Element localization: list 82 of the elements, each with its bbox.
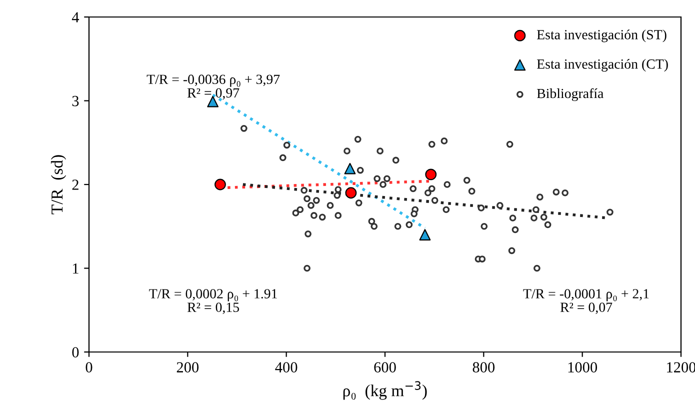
- x-tick-label: 600: [374, 362, 396, 372]
- point: [428, 185, 436, 192]
- legend-label: Esta investigación (CT): [536, 58, 668, 72]
- annotation: T/R = -0,0001 ρ₀ + 2,1 R² = 0,07: [523, 289, 649, 314]
- annotation: T/R = -0,0036 ρ₀ + 3,97 R² = 0,97: [146, 74, 280, 100]
- point: [496, 202, 504, 209]
- point: [419, 229, 431, 240]
- point: [296, 206, 304, 214]
- point: [240, 124, 248, 132]
- point: [536, 194, 544, 200]
- point: [374, 175, 381, 182]
- point: [345, 187, 357, 199]
- point: [424, 189, 432, 196]
- legend-label: Bibliografía: [536, 88, 604, 102]
- legend-label: Esta investigación (ST): [536, 30, 666, 42]
- point: [552, 188, 560, 196]
- point: [478, 256, 486, 262]
- x-tick-label: 0: [86, 362, 92, 372]
- point: [440, 138, 448, 144]
- point: [428, 140, 436, 148]
- point: [334, 212, 342, 219]
- point: [392, 156, 400, 164]
- x-tick-label: 200: [176, 362, 199, 372]
- point: [384, 175, 390, 182]
- point: [355, 199, 362, 206]
- point: [468, 188, 476, 195]
- point: [344, 148, 350, 154]
- point: [344, 162, 356, 174]
- point: [304, 195, 310, 202]
- point: [310, 212, 318, 219]
- annotation: T/R = 0,0002 ρ₀ + 1.91 R² = 0,15: [149, 289, 277, 314]
- point: [354, 136, 362, 143]
- point: [394, 222, 402, 230]
- point: [606, 208, 614, 216]
- point: [534, 264, 540, 272]
- point: [480, 222, 488, 230]
- point: [442, 206, 450, 214]
- point: [463, 176, 470, 184]
- x-tick-label: 800: [472, 362, 495, 372]
- y-tick-label: 1: [72, 263, 78, 274]
- point: [380, 181, 386, 188]
- x-axis-title: ρ₀ (kg m$^{−3}$): [343, 381, 427, 400]
- point: [376, 148, 384, 154]
- y-tick-label: 3: [72, 96, 79, 106]
- y-tick-label: 0: [72, 347, 79, 358]
- point: [356, 166, 364, 174]
- point: [214, 178, 226, 190]
- point: [406, 221, 413, 228]
- point: [279, 154, 286, 162]
- point: [562, 189, 568, 196]
- point: [368, 218, 376, 225]
- y-axis-title: T/R (sd): [50, 155, 66, 214]
- point: [478, 204, 485, 212]
- point: [304, 230, 312, 238]
- point: [292, 210, 300, 216]
- point: [326, 202, 334, 209]
- point: [410, 210, 418, 218]
- point: [544, 221, 552, 228]
- point: [540, 214, 548, 221]
- point: [508, 247, 516, 254]
- point: [512, 226, 519, 234]
- point: [318, 214, 326, 221]
- x-tick-label: 1000: [568, 362, 598, 372]
- point: [334, 186, 342, 193]
- point: [304, 264, 310, 272]
- point: [283, 142, 290, 149]
- y-tick-label: 2: [72, 180, 78, 190]
- point: [300, 186, 308, 194]
- point: [308, 202, 314, 209]
- point: [532, 206, 540, 214]
- y-tick-label: 4: [72, 12, 80, 22]
- point: [370, 222, 378, 230]
- x-tick-label: 400: [275, 362, 298, 372]
- point: [334, 192, 341, 199]
- point: [312, 196, 320, 204]
- point: [509, 214, 516, 222]
- point: [431, 196, 438, 204]
- point: [506, 140, 514, 148]
- point: [444, 181, 451, 188]
- point: [425, 168, 437, 180]
- point: [410, 185, 417, 192]
- point: [530, 214, 538, 222]
